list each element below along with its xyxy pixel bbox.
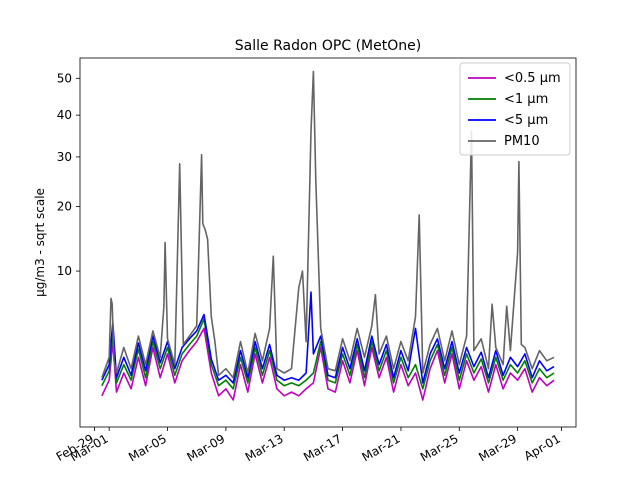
x-tick-label: Mar-25	[418, 431, 461, 464]
x-tick-label: Mar-05	[126, 431, 169, 464]
series-line-0	[101, 327, 555, 401]
y-tick-label: 10	[57, 264, 72, 278]
y-axis-label: µg/m3 - sqrt scale	[33, 188, 47, 297]
y-tick-label: 50	[57, 71, 72, 85]
legend-label-2: <5 µm	[504, 113, 548, 128]
series-layer	[101, 70, 555, 401]
y-tick-label: 40	[57, 108, 72, 122]
series-line-3	[101, 70, 555, 379]
x-tick-label: Apr-01	[522, 431, 563, 463]
y-tick-label: 30	[57, 150, 72, 164]
series-line-1	[101, 318, 555, 390]
x-tick-label: Mar-09	[184, 431, 227, 464]
chart-title: Salle Radon OPC (MetOne)	[235, 38, 421, 54]
y-axis: 10 20 30 40 50	[57, 71, 80, 278]
legend: <0.5 µm <1 µm <5 µm PM10	[459, 62, 571, 156]
y-tick-label: 20	[57, 199, 72, 213]
legend-label-1: <1 µm	[504, 92, 548, 107]
series-line-2	[101, 291, 555, 384]
legend-box	[459, 62, 571, 156]
x-tick-label: Mar-17	[301, 431, 344, 464]
legend-label-3: PM10	[504, 134, 540, 149]
x-tick-label: Mar-13	[243, 431, 286, 464]
plot-area	[79, 57, 577, 428]
x-tick-label: Mar-29	[476, 431, 519, 464]
legend-label-0: <0.5 µm	[504, 71, 561, 86]
x-tick-label: Mar-21	[360, 431, 403, 464]
